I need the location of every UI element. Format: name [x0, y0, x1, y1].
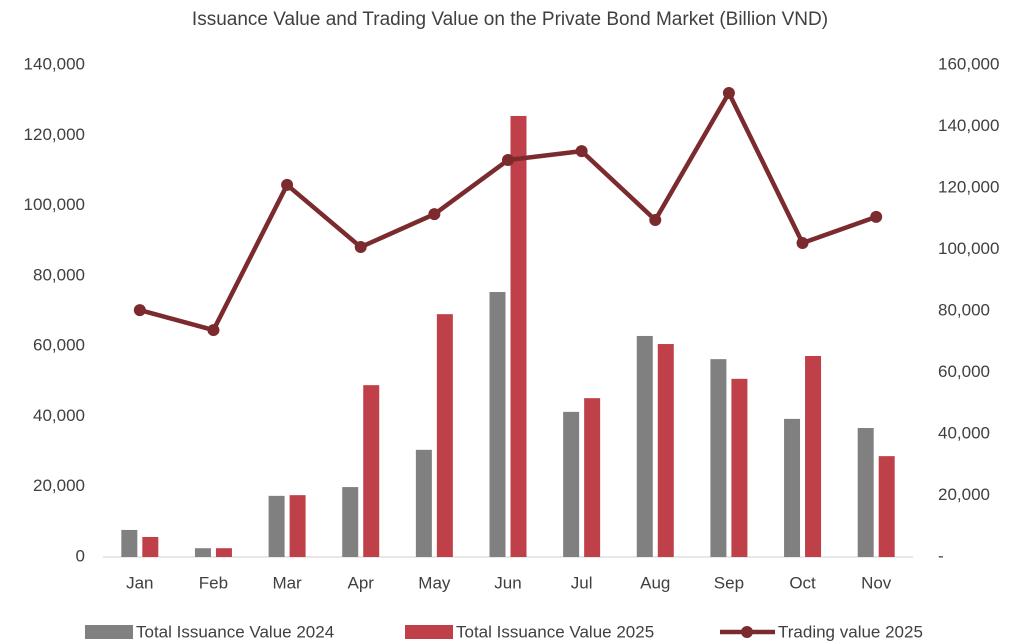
y-tick-label: 40,000	[33, 406, 85, 425]
y2-tick-label: 40,000	[938, 423, 990, 442]
x-tick-label: Aug	[640, 573, 670, 592]
y2-tick-label: 140,000	[938, 116, 999, 135]
marker	[722, 86, 735, 99]
y-tick-label: 140,000	[24, 54, 85, 73]
bar	[489, 292, 506, 557]
marker	[354, 241, 367, 254]
y2-tick-label: 80,000	[938, 300, 990, 319]
bar	[784, 418, 801, 557]
x-tick-label: Sep	[714, 573, 744, 592]
y-tick-label: 80,000	[33, 265, 85, 284]
marker	[428, 208, 441, 221]
bar	[510, 115, 527, 557]
marker	[502, 154, 514, 167]
bar	[636, 335, 653, 557]
legend-label: Trading value 2025	[778, 622, 923, 641]
bar	[342, 487, 359, 557]
legend-label: Total Issuance Value 2024	[136, 622, 334, 641]
x-tick-label: May	[418, 573, 451, 592]
bar	[121, 529, 138, 557]
y-tick-label: 60,000	[33, 336, 85, 355]
bar	[436, 314, 453, 557]
x-tick-label: Jun	[494, 573, 521, 592]
bar	[268, 495, 285, 557]
bar	[194, 548, 211, 557]
x-tick-label: Oct	[789, 573, 816, 592]
bar	[878, 456, 895, 557]
x-tick-label: Jul	[571, 573, 593, 592]
y-tick-label: 100,000	[24, 195, 85, 214]
marker	[207, 324, 220, 337]
y2-tick-label: 20,000	[938, 485, 990, 504]
x-tick-label: Feb	[199, 573, 228, 592]
x-tick-label: Apr	[347, 573, 374, 592]
legend-label: Total Issuance Value 2025	[456, 622, 654, 641]
bar	[563, 411, 580, 557]
bar	[363, 385, 380, 557]
chart-title: Issuance Value and Trading Value on the …	[192, 9, 828, 30]
bar	[289, 495, 306, 557]
bar	[415, 449, 432, 557]
marker	[281, 178, 294, 191]
bar	[215, 548, 232, 557]
y-tick-label: 20,000	[33, 476, 85, 495]
x-tick-label: Mar	[272, 573, 302, 592]
y2-tick-label: 160,000	[938, 54, 999, 73]
y-tick-label: 0	[76, 546, 85, 565]
x-tick-label: Jan	[126, 573, 153, 592]
bar	[857, 428, 874, 557]
legend-swatch	[85, 625, 133, 639]
y2-tick-label: 120,000	[938, 177, 999, 196]
y2-tick-label: -	[938, 546, 944, 565]
bar	[710, 359, 727, 557]
y2-tick-label: 60,000	[938, 362, 990, 381]
bar	[584, 398, 601, 557]
marker	[796, 237, 809, 250]
marker	[870, 210, 883, 223]
y-tick-label: 120,000	[24, 125, 85, 144]
bar	[142, 536, 159, 557]
legend-swatch	[741, 626, 753, 638]
y2-tick-label: 100,000	[938, 239, 999, 258]
marker	[649, 213, 662, 226]
marker	[133, 304, 146, 317]
x-tick-label: Nov	[861, 573, 892, 592]
marker	[575, 145, 588, 158]
bar	[657, 344, 674, 557]
bar	[805, 355, 822, 557]
legend-swatch	[405, 625, 453, 639]
bar	[731, 378, 748, 557]
line	[139, 90, 877, 333]
